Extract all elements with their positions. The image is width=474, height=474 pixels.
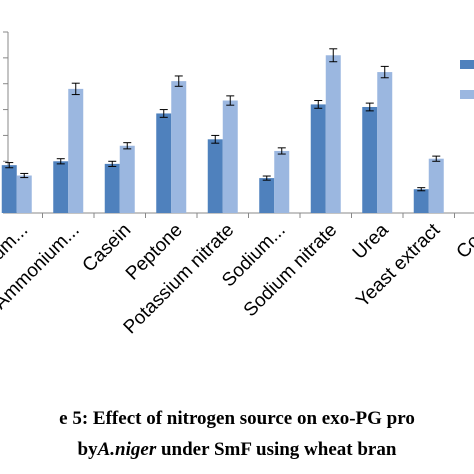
x-tick-label: Sodium nitrate bbox=[240, 220, 341, 321]
bar bbox=[222, 100, 238, 213]
x-tick-label: Cont bbox=[453, 219, 474, 263]
caption-prefix: by bbox=[77, 439, 98, 460]
bar bbox=[428, 158, 444, 213]
bar bbox=[68, 88, 84, 213]
bar bbox=[1, 165, 17, 213]
caption-suffix: under SmF using wheat bran bbox=[156, 439, 397, 460]
legend bbox=[460, 60, 474, 99]
bar bbox=[413, 189, 429, 213]
chart: Ammonium...Ammonium...CaseinPeptonePotas… bbox=[0, 31, 474, 338]
figure-caption-line-2: byA.niger under SmF using wheat bran bbox=[0, 439, 474, 461]
caption-organism: A.niger bbox=[97, 439, 157, 460]
bar bbox=[104, 163, 120, 213]
legend-swatch bbox=[460, 90, 474, 99]
bar bbox=[156, 113, 172, 213]
bar bbox=[325, 55, 341, 214]
bar bbox=[16, 175, 32, 213]
figure-caption-line-1: e 5: Effect of nitrogen source on exo-PG… bbox=[59, 408, 415, 429]
bar bbox=[362, 106, 378, 213]
bar bbox=[310, 104, 326, 213]
legend-swatch bbox=[460, 60, 474, 69]
x-tick-labels: Ammonium...Ammonium...CaseinPeptonePotas… bbox=[0, 219, 474, 338]
bar bbox=[53, 161, 69, 213]
bar bbox=[207, 139, 223, 213]
bar bbox=[259, 178, 275, 213]
bar bbox=[377, 72, 393, 213]
bar bbox=[171, 81, 187, 213]
bar bbox=[119, 145, 135, 213]
x-tick-label: Urea bbox=[349, 219, 393, 263]
chart-bars bbox=[1, 48, 444, 214]
bar bbox=[274, 150, 290, 213]
